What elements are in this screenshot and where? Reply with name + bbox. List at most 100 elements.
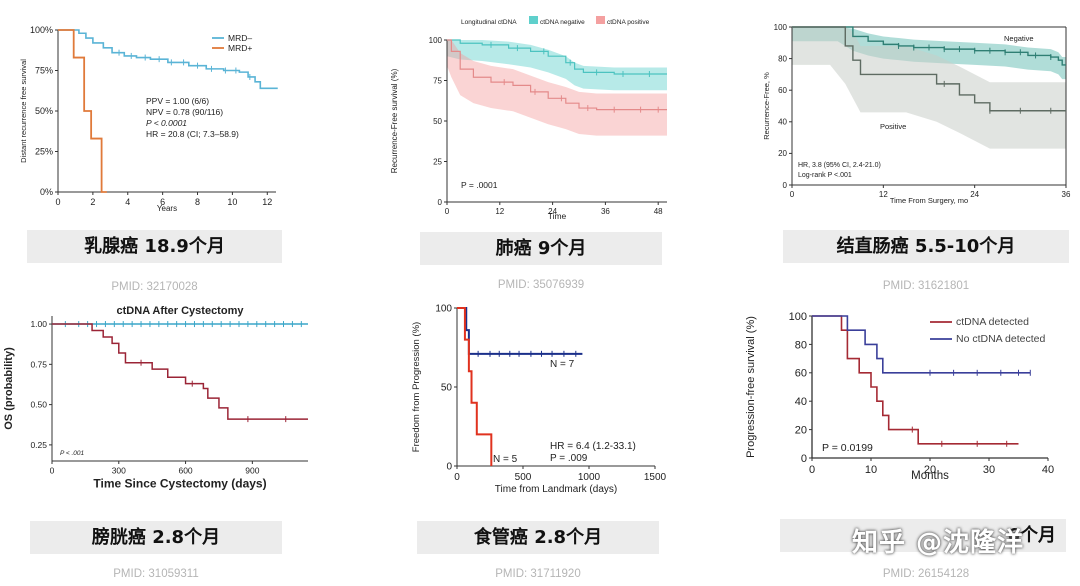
watermark: 知乎 @沈隆洋 [852, 528, 1025, 558]
y-tick-label: 0.25 [30, 440, 47, 450]
y-tick-label: 25 [433, 157, 442, 166]
pmid-lung: PMID: 35076939 [497, 279, 585, 291]
y-tick-label: 0.75 [30, 359, 47, 369]
panel-label-colorectal: 结直肠癌 5.5-10个月 [783, 230, 1069, 263]
series-line-1 [447, 39, 667, 111]
x-tick-label: 24 [548, 207, 557, 216]
y-tick-label: 0 [801, 453, 807, 465]
y-tick-label: 40 [778, 118, 787, 127]
panel-label-bladder: 膀胱癌 2.8个月 [30, 521, 282, 554]
y-tick-label: 0 [438, 198, 443, 207]
y-tick-label: 20 [778, 149, 787, 158]
x-tick-label: 300 [112, 466, 126, 476]
y-axis-label: Progression-free survival (%) [745, 316, 757, 458]
panel-label-breast: 乳腺癌 18.9个月 [27, 230, 282, 263]
legend-label: Negative [1004, 34, 1034, 43]
x-tick-label: 0 [790, 190, 795, 199]
x-tick-label: 1500 [644, 472, 667, 483]
x-tick-label: 0 [50, 466, 55, 476]
series-line-0 [58, 29, 278, 90]
annotation: N = 7 [550, 359, 575, 370]
pmid-pfs: PMID: 26154128 [882, 568, 970, 580]
x-tick-label: 2 [90, 197, 95, 207]
y-tick-label: 80 [778, 54, 787, 63]
legend-label: ctDNA negative [540, 19, 585, 26]
x-tick-label: 36 [601, 207, 610, 216]
series-line-0 [447, 39, 667, 75]
y-tick-label: 60 [795, 368, 807, 380]
x-tick-label: 40 [1042, 464, 1054, 476]
x-tick-label: 36 [1062, 190, 1071, 199]
annotation: N = 5 [493, 454, 518, 465]
km-chart-pfs: 0 10 20 30 40 0 20 40 60 80 100 Months Progression-f… [745, 311, 1054, 482]
pmid-breast: PMID: 32170028 [111, 281, 198, 293]
y-tick-label: 50% [35, 106, 53, 116]
y-tick-label: 50 [441, 383, 453, 394]
panel-label-pfs: 6个月 [780, 519, 1066, 552]
y-axis-label: Distant recurrence free survival [19, 59, 28, 163]
series-line-1 [792, 26, 1066, 112]
x-tick-label: 8 [195, 197, 200, 207]
legend-swatch [596, 16, 605, 24]
legend-label: No ctDNA detected [956, 333, 1045, 345]
annotation: P = 0.0199 [822, 442, 873, 454]
annotation: P = .0001 [461, 180, 498, 190]
y-tick-label: 25% [35, 147, 53, 157]
y-tick-label: 1.00 [30, 319, 47, 329]
y-tick-label: 0 [446, 462, 452, 473]
annotation: P < 0.0001 [146, 118, 187, 128]
annotation: Log-rank P <.001 [798, 172, 852, 179]
y-tick-label: 0.50 [30, 400, 47, 410]
ci-band-0 [447, 40, 667, 91]
y-tick-label: 20 [795, 424, 807, 436]
x-axis-label: Time from Landmark (days) [495, 484, 617, 495]
annotation: HR, 3.8 (95% CI, 2.4-21.0) [798, 162, 881, 169]
km-chart-lung: 0 12 24 36 48 0 25 50 75 100 Time Recurrence-Free s… [390, 16, 667, 221]
pmid-colorectal: PMID: 31621801 [882, 280, 970, 292]
y-tick-label: 100 [429, 36, 443, 45]
x-tick-label: 4 [125, 197, 130, 207]
legend-label: Positive [880, 122, 906, 131]
ci-band-1 [447, 40, 667, 136]
y-tick-label: 75 [433, 76, 442, 85]
x-tick-label: 12 [495, 207, 504, 216]
pmid-bladder: PMID: 31059311 [113, 568, 199, 580]
legend-label: MRD– [228, 33, 252, 43]
x-axis-label: Years [157, 204, 177, 213]
chart-title: ctDNA After Cystectomy [117, 305, 245, 317]
x-axis-label: Time From Surgery, mo [890, 196, 968, 205]
y-tick-label: 0 [783, 181, 788, 190]
legend-label: MRD+ [228, 43, 252, 53]
x-tick-label: 10 [227, 197, 237, 207]
y-tick-label: 50 [433, 117, 442, 126]
y-tick-label: 100 [435, 304, 452, 315]
ci-band-1 [792, 27, 1066, 149]
x-tick-label: 20 [924, 464, 936, 476]
chart-panel-esophageal: 0 500 1000 1500 0 50 100 Time from Landmark (da… [405, 296, 677, 506]
x-tick-label: 1000 [578, 472, 601, 483]
panel-label-esophageal: 食管癌 2.8个月 [417, 521, 659, 554]
annotation: P < .001 [60, 450, 85, 457]
x-tick-label: 0 [445, 207, 450, 216]
y-tick-label: 100 [774, 23, 788, 32]
y-axis-label: OS (probability) [3, 347, 15, 430]
series-line-1 [457, 307, 493, 466]
y-axis-label: Freedom from Progression (%) [411, 322, 422, 452]
x-tick-label: 12 [262, 197, 272, 207]
x-tick-label: 24 [970, 190, 979, 199]
y-tick-label: 0% [40, 187, 53, 197]
x-tick-label: 0 [809, 464, 815, 476]
km-chart-esophageal: 0 500 1000 1500 0 50 100 Time from Landmark (da… [411, 304, 667, 496]
series-line-1 [58, 29, 107, 193]
x-tick-label: 0 [55, 197, 60, 207]
annotation: NPV = 0.78 (90/116) [146, 107, 223, 117]
annotation: P = .009 [550, 453, 588, 464]
annotation: HR = 20.8 (CI; 7.3–58.9) [146, 129, 239, 139]
km-chart-colorectal: 0 12 24 36 0 20 40 60 80 100 Time From Surgery, mo… [762, 23, 1071, 205]
y-tick-label: 40 [795, 396, 807, 408]
y-axis-label: Recurrence-Free survival (%) [390, 68, 399, 173]
km-chart-breast: 0 2 4 6 8 10 12 0% 25% 50% 75% 100% Years Distant rec… [19, 25, 278, 213]
chart-panel-lung: 0 12 24 36 48 0 25 50 75 100 Time Recurrence-Free s… [385, 10, 675, 226]
legend-label: ctDNA positive [607, 19, 650, 26]
y-tick-label: 75% [35, 66, 53, 76]
